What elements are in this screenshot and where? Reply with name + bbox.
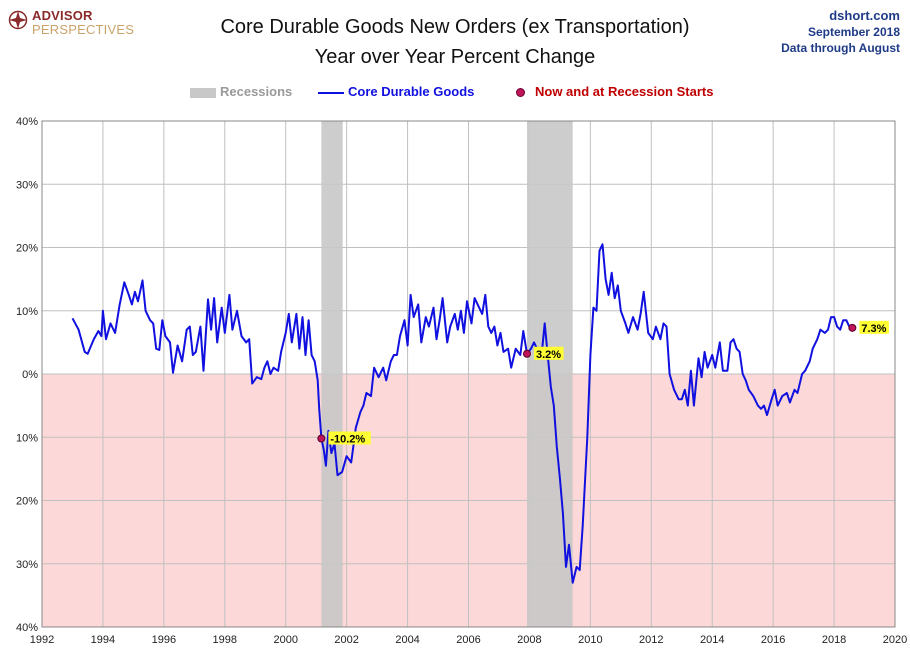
marker-annotations: -10.2% 3.2% 7.3% <box>328 320 889 446</box>
recession-band <box>321 121 343 627</box>
series-line-swatch <box>318 91 344 94</box>
marker-label: 7.3% <box>861 323 886 335</box>
logo-line1: ADVISOR <box>32 8 93 23</box>
legend-item-recessions: Recessions <box>190 84 292 102</box>
marker-label-background <box>328 431 371 445</box>
series-lines <box>71 243 853 584</box>
axes <box>41 120 896 628</box>
x-tick-label: 2016 <box>761 634 785 646</box>
legend-markers-label: Now and at Recession Starts <box>535 84 714 99</box>
marker-points <box>317 323 857 443</box>
legend-item-markers: Now and at Recession Starts <box>516 84 713 102</box>
x-tick-label: 1998 <box>213 634 237 646</box>
y-tick-label: 0% <box>22 369 38 381</box>
marker-label-background <box>533 346 564 360</box>
advisor-perspectives-logo: ADVISOR PERSPECTIVES <box>8 6 138 37</box>
source-through: Data through August <box>781 41 900 55</box>
x-tick-label: 1996 <box>152 634 176 646</box>
x-tick-label: 2006 <box>456 634 480 646</box>
marker-label: -10.2% <box>330 434 365 446</box>
legend-recessions-label: Recessions <box>220 84 293 99</box>
x-tick-label: 2004 <box>395 634 419 646</box>
x-tick-label: 2008 <box>517 634 541 646</box>
marker-point <box>848 323 857 332</box>
y-tick-label: 10% <box>16 432 38 444</box>
y-tick-label: 40% <box>16 116 38 128</box>
x-axis-ticks: 1992 1994 1996 1998 2000 2002 2004 2006 2008 2010… <box>30 634 907 646</box>
x-tick-label: 2000 <box>273 634 297 646</box>
source-info: dshort.com September 2018 Data through A… <box>781 8 900 56</box>
chart-title: Core Durable Goods New Orders (ex Transp… <box>0 12 910 72</box>
marker-label-background <box>859 320 889 334</box>
legend-series-label: Core Durable Goods <box>348 84 475 99</box>
y-axis-ticks: 40% 30% 20% 10% 0% 10% 20% 30% 40% <box>16 116 38 634</box>
title-line2: Year over Year Percent Change <box>314 46 596 68</box>
series-line-core-durable-goods <box>71 243 853 584</box>
y-tick-label: 10% <box>16 306 38 318</box>
marker-label: 3.2% <box>536 349 561 361</box>
source-site: dshort.com <box>829 8 900 23</box>
logo-line2: PERSPECTIVES <box>32 22 135 37</box>
x-tick-label: 2002 <box>334 634 358 646</box>
recession-swatch <box>190 87 216 98</box>
x-tick-label: 2020 <box>883 634 907 646</box>
x-tick-label: 2014 <box>700 634 724 646</box>
marker-dot-swatch <box>516 88 525 98</box>
y-tick-label: 20% <box>16 496 38 508</box>
x-tick-label: 2012 <box>639 634 663 646</box>
y-tick-label: 20% <box>16 243 38 255</box>
y-tick-label: 30% <box>16 559 38 571</box>
marker-point <box>522 349 531 358</box>
x-tick-label: 2018 <box>822 634 846 646</box>
x-tick-label: 2010 <box>578 634 602 646</box>
chart-legend: Recessions Core Durable Goods Now and at… <box>0 84 910 102</box>
source-date: September 2018 <box>807 25 900 39</box>
x-tick-label: 1992 <box>30 634 54 646</box>
legend-item-series: Core Durable Goods <box>318 84 474 102</box>
title-line1: Core Durable Goods New Orders (ex Transp… <box>220 16 690 38</box>
plot-frame <box>41 120 896 628</box>
x-tick-label: 1994 <box>91 634 115 646</box>
compass-logo-icon <box>8 10 28 30</box>
marker-point <box>317 434 326 443</box>
y-tick-label: 30% <box>16 179 38 191</box>
y-tick-label: 40% <box>16 622 38 634</box>
